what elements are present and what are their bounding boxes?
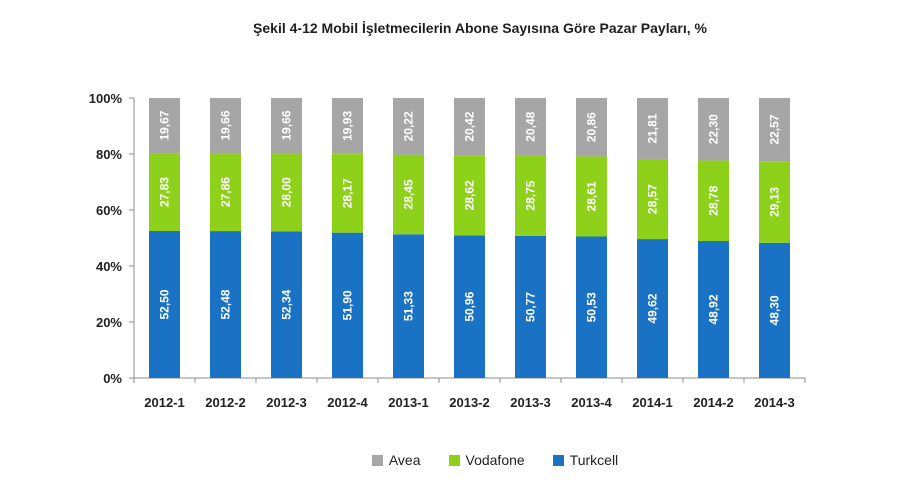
bar-label-turkcell: 52,50 bbox=[158, 289, 172, 319]
bar-label-avea: 20,42 bbox=[463, 111, 477, 141]
chart-title: Şekil 4-12 Mobil İşletmecilerin Abone Sa… bbox=[253, 20, 707, 36]
bar-label-vodafone: 28,62 bbox=[463, 180, 477, 210]
bar-vodafone bbox=[149, 153, 180, 231]
bar-vodafone bbox=[271, 153, 302, 232]
x-tick-label: 2012-2 bbox=[205, 395, 245, 410]
bar-label-avea: 19,93 bbox=[341, 111, 355, 141]
bar-vodafone bbox=[332, 153, 363, 233]
legend-label: Vodafone bbox=[465, 452, 525, 468]
x-tick-label: 2013-3 bbox=[510, 395, 550, 410]
y-tick-label: 40% bbox=[96, 259, 122, 274]
bar-label-vodafone: 27,83 bbox=[158, 177, 172, 207]
bar-label-avea: 22,57 bbox=[768, 114, 782, 144]
bar-turkcell bbox=[210, 231, 241, 378]
bar-label-vodafone: 28,61 bbox=[585, 181, 599, 211]
bar-label-turkcell: 49,62 bbox=[646, 293, 660, 323]
bar-label-turkcell: 50,96 bbox=[463, 291, 477, 321]
bar-vodafone bbox=[393, 154, 424, 235]
chart-legend: Avea Vodafone Turkcell bbox=[0, 452, 900, 468]
bar-label-avea: 19,66 bbox=[219, 110, 233, 140]
x-tick-label: 2013-4 bbox=[571, 395, 612, 410]
legend-swatch-turkcell bbox=[552, 454, 564, 466]
bar-label-vodafone: 28,00 bbox=[280, 177, 294, 207]
bar-avea bbox=[698, 98, 729, 161]
bar-label-vodafone: 28,75 bbox=[524, 180, 538, 210]
bar-label-turkcell: 52,34 bbox=[280, 289, 294, 319]
bar-avea bbox=[759, 98, 790, 162]
bar-label-avea: 19,67 bbox=[158, 110, 172, 140]
bar-label-avea: 19,66 bbox=[280, 110, 294, 140]
bar-label-vodafone: 28,78 bbox=[707, 185, 721, 215]
x-tick-label: 2014-1 bbox=[632, 395, 672, 410]
y-tick-label: 0% bbox=[103, 371, 122, 386]
legend-label: Avea bbox=[388, 452, 421, 468]
bar-avea bbox=[149, 98, 180, 154]
x-tick-label: 2014-3 bbox=[754, 395, 794, 410]
bar-turkcell bbox=[393, 234, 424, 378]
bar-label-avea: 20,86 bbox=[585, 112, 599, 142]
bar-vodafone bbox=[759, 161, 790, 243]
bar-vodafone bbox=[698, 160, 729, 242]
legend-label: Turkcell bbox=[569, 452, 619, 468]
bar-vodafone bbox=[454, 155, 485, 236]
y-tick-label: 20% bbox=[96, 315, 122, 330]
bar-label-turkcell: 48,92 bbox=[707, 294, 721, 324]
legend-swatch-vodafone bbox=[448, 454, 460, 466]
x-tick-label: 2013-1 bbox=[388, 395, 428, 410]
bar-vodafone bbox=[210, 153, 241, 232]
legend-item-turkcell: Turkcell bbox=[552, 452, 619, 468]
bar-turkcell bbox=[515, 235, 546, 378]
bar-avea bbox=[576, 98, 607, 157]
legend-item-avea: Avea bbox=[371, 452, 421, 468]
bar-label-vodafone: 27,86 bbox=[219, 177, 233, 207]
bar-turkcell bbox=[759, 242, 790, 378]
bar-avea bbox=[393, 98, 424, 155]
y-tick-label: 100% bbox=[89, 91, 123, 106]
bar-turkcell bbox=[576, 236, 607, 378]
bar-label-vodafone: 29,13 bbox=[768, 187, 782, 217]
bar-label-avea: 21,81 bbox=[646, 113, 660, 143]
bar-avea bbox=[210, 98, 241, 154]
y-tick-label: 60% bbox=[96, 203, 122, 218]
bar-vodafone bbox=[515, 155, 546, 236]
bar-turkcell bbox=[271, 231, 302, 378]
bar-label-turkcell: 51,90 bbox=[341, 290, 355, 320]
bar-vodafone bbox=[637, 159, 668, 240]
bar-avea bbox=[515, 98, 546, 156]
bar-label-turkcell: 50,53 bbox=[585, 292, 599, 322]
bar-label-turkcell: 48,30 bbox=[768, 295, 782, 325]
bar-avea bbox=[454, 98, 485, 156]
bar-label-avea: 20,48 bbox=[524, 111, 538, 141]
x-tick-label: 2012-4 bbox=[327, 395, 368, 410]
bar-turkcell bbox=[698, 241, 729, 378]
bar-label-vodafone: 28,45 bbox=[402, 179, 416, 209]
bar-label-avea: 22,30 bbox=[707, 114, 721, 144]
bar-avea bbox=[637, 98, 668, 160]
x-tick-label: 2014-2 bbox=[693, 395, 733, 410]
y-tick-label: 80% bbox=[96, 147, 122, 162]
bar-label-vodafone: 28,17 bbox=[341, 178, 355, 208]
x-tick-label: 2012-1 bbox=[144, 395, 184, 410]
bar-label-turkcell: 51,33 bbox=[402, 291, 416, 321]
x-tick-label: 2013-2 bbox=[449, 395, 489, 410]
bar-turkcell bbox=[149, 231, 180, 378]
legend-item-vodafone: Vodafone bbox=[448, 452, 525, 468]
bar-avea bbox=[332, 98, 363, 154]
bar-turkcell bbox=[637, 239, 668, 378]
bar-turkcell bbox=[332, 232, 363, 378]
bar-label-turkcell: 52,48 bbox=[219, 289, 233, 319]
bar-avea bbox=[271, 98, 302, 154]
bar-turkcell bbox=[454, 235, 485, 378]
bar-vodafone bbox=[576, 156, 607, 237]
x-tick-label: 2012-3 bbox=[266, 395, 306, 410]
bar-label-avea: 20,22 bbox=[402, 111, 416, 141]
bar-label-turkcell: 50,77 bbox=[524, 292, 538, 322]
legend-swatch-avea bbox=[371, 454, 383, 466]
bar-label-vodafone: 28,57 bbox=[646, 184, 660, 214]
